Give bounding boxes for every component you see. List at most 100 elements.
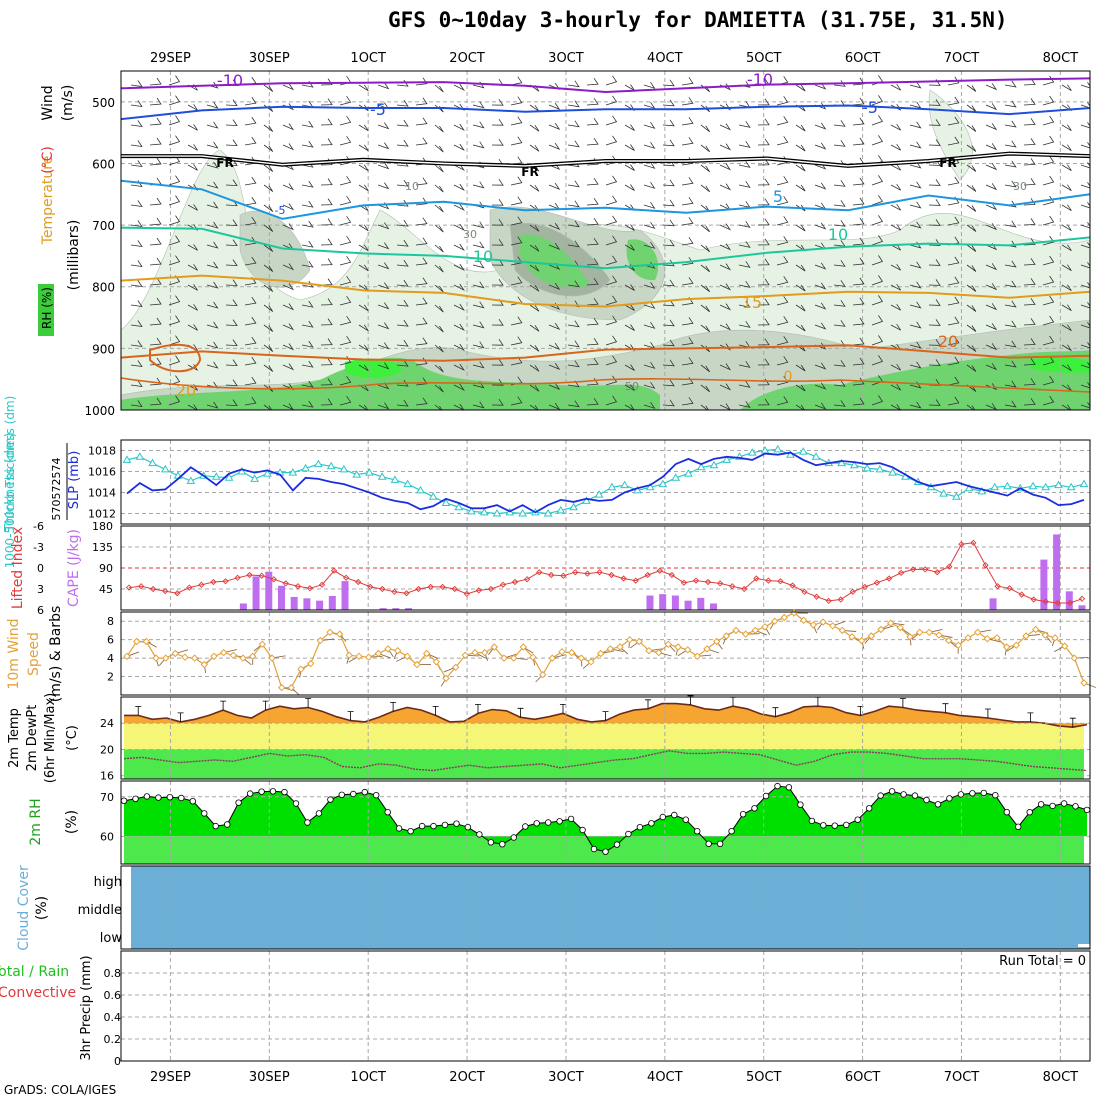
upper-barb-600 (795, 184, 806, 192)
upper-barb-427 (605, 115, 618, 126)
li-point-52 (753, 575, 760, 582)
upper-barb-615 (814, 142, 827, 150)
li-point-71 (982, 562, 989, 569)
wind-point-49 (596, 649, 605, 658)
upper-barb-231 (377, 282, 390, 290)
upper-barb-715 (928, 99, 941, 106)
upper-barb-502 (681, 257, 694, 266)
thickness-point-58 (862, 463, 872, 472)
upper-barb-92 (225, 219, 238, 227)
upper-barb-190 (339, 135, 352, 146)
thickness-ytick-2: 574 (50, 458, 63, 479)
upper-barb-645 (833, 400, 846, 407)
upper-barb-765 (985, 83, 998, 91)
upper-barb-563 (757, 118, 770, 126)
contour-label-2: -5 (370, 100, 386, 119)
wind-point-34 (451, 663, 460, 672)
xtick-top-3: 2OCT (449, 51, 485, 66)
upper-barb-80 (206, 321, 219, 329)
thickness-point-13 (288, 468, 298, 476)
wind-point-22 (335, 630, 344, 638)
upper-barb-305 (453, 403, 465, 410)
upper-barb-319 (472, 341, 485, 349)
upper-barb-591 (776, 336, 789, 346)
upper-barb-574 (757, 338, 770, 346)
upper-barb-30 (149, 337, 162, 346)
upper-barb-203 (339, 395, 352, 406)
isotherm-15 (121, 274, 1090, 308)
upper-barb-54 (187, 144, 198, 151)
upper-barb-644 (833, 380, 846, 387)
rh-point-8 (212, 822, 219, 830)
upper-barb-552 (738, 241, 751, 248)
upper-barb-658 (852, 317, 865, 326)
upper-barb-499 (681, 197, 694, 206)
upper-barb-789 (1004, 220, 1017, 228)
upper-barb-341 (510, 96, 523, 106)
upper-barb-481 (662, 179, 675, 187)
upper-barb-37 (168, 135, 181, 146)
upper-barb-731 (947, 76, 960, 86)
li-point-43 (644, 571, 651, 579)
upper-barb-542 (719, 383, 732, 391)
temp-maxbar-46 (772, 707, 779, 717)
upper-barb-325 (491, 118, 504, 126)
upper-barb-171 (320, 98, 333, 106)
wind-point-79 (886, 619, 895, 627)
wind-point-44 (548, 654, 557, 662)
upper-barb-167 (301, 360, 314, 368)
upper-barb-380 (548, 202, 561, 210)
contour-label-15: 30 (463, 228, 477, 241)
temp-fill (124, 703, 1087, 728)
upper-barb-823 (1042, 215, 1055, 226)
upper-barb-567 (757, 198, 770, 206)
rh-point-0 (120, 797, 128, 804)
upper-barb-177 (320, 218, 333, 226)
upper-barb-460 (643, 101, 656, 109)
wind-point-40 (509, 654, 518, 662)
li-point-70 (970, 539, 977, 546)
upper-barb-63 (187, 324, 198, 331)
thickness-point-11 (263, 469, 272, 477)
rh-point-53 (728, 828, 735, 835)
contour-label-4: FR (216, 156, 233, 170)
thickness-point-45 (696, 462, 706, 471)
upper-barb-61 (187, 284, 198, 291)
upper-barb-669 (871, 195, 884, 206)
upper-barb-661 (852, 377, 865, 386)
upper-barb-524 (700, 364, 711, 373)
li-point-15 (306, 585, 314, 592)
wind-point-68 (780, 613, 789, 622)
rh-point-31 (476, 831, 483, 838)
upper-barb-34 (168, 75, 181, 86)
li-ytick-1: -3 (33, 541, 44, 554)
upper-barb-623 (814, 302, 827, 310)
upper-barb-382 (548, 242, 561, 250)
rh-point-23 (384, 809, 391, 816)
upper-barb-717 (928, 139, 941, 146)
thickness-point-33 (543, 509, 553, 517)
upper-barb-291 (453, 123, 465, 132)
upper-ylabel-millibars: (millibars) (66, 220, 82, 291)
upper-barb-272 (434, 84, 444, 93)
li-point-53 (765, 577, 772, 584)
xtick-top-7: 6OCT (845, 51, 881, 66)
upper-barb-619 (814, 222, 827, 230)
wind-point-77 (867, 632, 876, 640)
upper-barb-232 (377, 302, 390, 310)
upper-barb-339 (491, 398, 504, 406)
rh-point-38 (556, 818, 563, 825)
upper-barb-449 (624, 224, 635, 231)
wind-point-98 (1070, 654, 1079, 662)
wind-point-83 (925, 628, 934, 637)
upper-barb-417 (586, 257, 599, 266)
contour-label-13: 20 (938, 332, 958, 351)
upper-barb-684 (890, 163, 902, 171)
upper-barb-369 (529, 324, 540, 332)
upper-barb-333 (491, 278, 504, 286)
upper-barb-820 (1042, 155, 1055, 166)
thickness-point-28 (479, 507, 489, 516)
upper-barb-754 (966, 204, 977, 212)
slp-line (126, 451, 1085, 514)
li-point-63 (885, 575, 893, 582)
